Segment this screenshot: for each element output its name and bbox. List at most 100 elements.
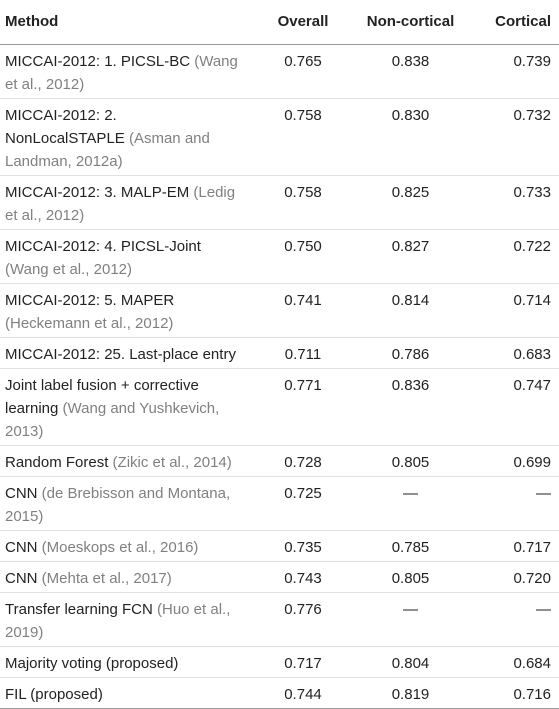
non-cortical-cell: 0.830 — [348, 98, 473, 176]
cortical-cell: 0.733 — [473, 175, 559, 230]
cortical-cell: 0.716 — [473, 677, 559, 709]
method-cell: MICCAI-2012: 1. PICSL-BC (Wang et al., 2… — [0, 44, 246, 99]
table-row: CNN (Moeskops et al., 2016) 0.735 0.785 0.7… — [0, 530, 559, 562]
cortical-cell: 0.732 — [473, 98, 559, 176]
cortical-cell: 0.684 — [473, 646, 559, 678]
table-row: MICCAI-2012: 2. NonLocalSTAPLE (Asman an… — [0, 98, 559, 176]
method-name: CNN — [5, 485, 38, 502]
method-reference: (Zikic et al., 2014) — [112, 454, 232, 471]
non-cortical-cell: 0.819 — [348, 677, 473, 709]
table-row: MICCAI-2012: 1. PICSL-BC (Wang et al., 2… — [0, 44, 559, 99]
overall-cell: 0.728 — [246, 445, 348, 477]
non-cortical-cell: 0.805 — [348, 445, 473, 477]
method-name: MICCAI-2012: 3. MALP-EM — [5, 184, 190, 201]
table-body: MICCAI-2012: 1. PICSL-BC (Wang et al., 2… — [0, 44, 559, 709]
method-name: Random Forest — [5, 454, 109, 471]
non-cortical-cell: 0.825 — [348, 175, 473, 230]
method-cell: CNN (Mehta et al., 2017) — [0, 561, 246, 593]
overall-cell: 0.735 — [246, 530, 348, 562]
non-cortical-cell: 0.805 — [348, 561, 473, 593]
table-row: MICCAI-2012: 3. MALP-EM (Ledig et al., 2… — [0, 175, 559, 230]
method-name: MICCAI-2012: 4. PICSL-Joint — [5, 238, 201, 255]
overall-cell: 0.741 — [246, 283, 348, 338]
overall-cell: 0.758 — [246, 175, 348, 230]
table-row: Transfer learning FCN (Huo et al., 2019)… — [0, 592, 559, 647]
non-cortical-cell: — — [348, 476, 473, 531]
method-reference: (Huo et al., 2019) — [5, 601, 231, 641]
non-cortical-cell: 0.814 — [348, 283, 473, 338]
non-cortical-cell: 0.827 — [348, 229, 473, 284]
table-row: MICCAI-2012: 25. Last-place entry 0.711 0.… — [0, 337, 559, 369]
method-cell: Random Forest (Zikic et al., 2014) — [0, 445, 246, 477]
non-cortical-cell: 0.836 — [348, 368, 473, 446]
method-reference: (Mehta et al., 2017) — [41, 570, 172, 587]
cortical-cell: 0.739 — [473, 44, 559, 99]
table-row: CNN (de Brebisson and Montana, 2015) 0.72… — [0, 476, 559, 531]
cortical-cell: 0.714 — [473, 283, 559, 338]
cortical-cell: 0.683 — [473, 337, 559, 369]
table-row: MICCAI-2012: 5. MAPER (Heckemann et al.,… — [0, 283, 559, 338]
non-cortical-cell: 0.838 — [348, 44, 473, 99]
method-name: CNN — [5, 539, 38, 556]
cortical-cell: 0.722 — [473, 229, 559, 284]
non-cortical-cell: 0.785 — [348, 530, 473, 562]
method-cell: MICCAI-2012: 3. MALP-EM (Ledig et al., 2… — [0, 175, 246, 230]
non-cortical-cell: 0.804 — [348, 646, 473, 678]
overall-cell: 0.744 — [246, 677, 348, 709]
method-cell: Transfer learning FCN (Huo et al., 2019) — [0, 592, 246, 647]
header-method: Method — [0, 0, 246, 45]
header-row: Method Overall Non-cortical Cortical — [0, 0, 559, 45]
header-non-cortical: Non-cortical — [348, 0, 473, 45]
cortical-cell: — — [473, 592, 559, 647]
method-name: Joint label fusion + corrective learning — [5, 377, 199, 417]
header-cortical: Cortical — [473, 0, 559, 45]
non-cortical-cell: — — [348, 592, 473, 647]
method-name: Majority voting (proposed) — [5, 655, 179, 672]
table-row: CNN (Mehta et al., 2017) 0.743 0.805 0.720 — [0, 561, 559, 593]
method-name: Transfer learning FCN — [5, 601, 153, 618]
overall-cell: 0.758 — [246, 98, 348, 176]
method-reference: (Wang and Yushkevich, 2013) — [5, 400, 220, 440]
method-name: CNN — [5, 570, 38, 587]
table-row: FIL (proposed) 0.744 0.819 0.716 — [0, 677, 559, 709]
method-cell: Majority voting (proposed) — [0, 646, 246, 678]
method-cell: MICCAI-2012: 4. PICSL-Joint (Wang et al.… — [0, 229, 246, 284]
method-cell: Joint label fusion + corrective learning… — [0, 368, 246, 446]
table-row: Random Forest (Zikic et al., 2014) 0.728 0… — [0, 445, 559, 477]
method-name: MICCAI-2012: 1. PICSL-BC — [5, 53, 191, 70]
method-name: FIL (proposed) — [5, 686, 103, 703]
method-reference: (Wang et al., 2012) — [5, 261, 133, 278]
method-name: MICCAI-2012: 5. MAPER — [5, 292, 175, 309]
header-overall: Overall — [246, 0, 348, 45]
method-cell: MICCAI-2012: 2. NonLocalSTAPLE (Asman an… — [0, 98, 246, 176]
method-reference: (Moeskops et al., 2016) — [41, 539, 199, 556]
method-name: MICCAI-2012: 2. NonLocalSTAPLE — [5, 107, 125, 147]
overall-cell: 0.743 — [246, 561, 348, 593]
method-reference: (Ledig et al., 2012) — [5, 184, 236, 224]
cortical-cell: 0.699 — [473, 445, 559, 477]
table-row: Majority voting (proposed) 0.717 0.804 0.68… — [0, 646, 559, 678]
overall-cell: 0.765 — [246, 44, 348, 99]
method-name: MICCAI-2012: 25. Last-place entry — [5, 346, 236, 363]
non-cortical-cell: 0.786 — [348, 337, 473, 369]
cortical-cell: 0.720 — [473, 561, 559, 593]
method-cell: MICCAI-2012: 25. Last-place entry — [0, 337, 246, 369]
cortical-cell: 0.747 — [473, 368, 559, 446]
overall-cell: 0.771 — [246, 368, 348, 446]
overall-cell: 0.725 — [246, 476, 348, 531]
method-reference: (Asman and Landman, 2012a) — [5, 130, 210, 170]
method-cell: CNN (Moeskops et al., 2016) — [0, 530, 246, 562]
method-reference: (Wang et al., 2012) — [5, 53, 238, 93]
cortical-cell: 0.717 — [473, 530, 559, 562]
overall-cell: 0.711 — [246, 337, 348, 369]
overall-cell: 0.717 — [246, 646, 348, 678]
overall-cell: 0.776 — [246, 592, 348, 647]
overall-cell: 0.750 — [246, 229, 348, 284]
method-cell: FIL (proposed) — [0, 677, 246, 709]
method-reference: (de Brebisson and Montana, 2015) — [5, 485, 231, 525]
table-row: MICCAI-2012: 4. PICSL-Joint (Wang et al.… — [0, 229, 559, 284]
method-cell: CNN (de Brebisson and Montana, 2015) — [0, 476, 246, 531]
cortical-cell: — — [473, 476, 559, 531]
table-row: Joint label fusion + corrective learning… — [0, 368, 559, 446]
